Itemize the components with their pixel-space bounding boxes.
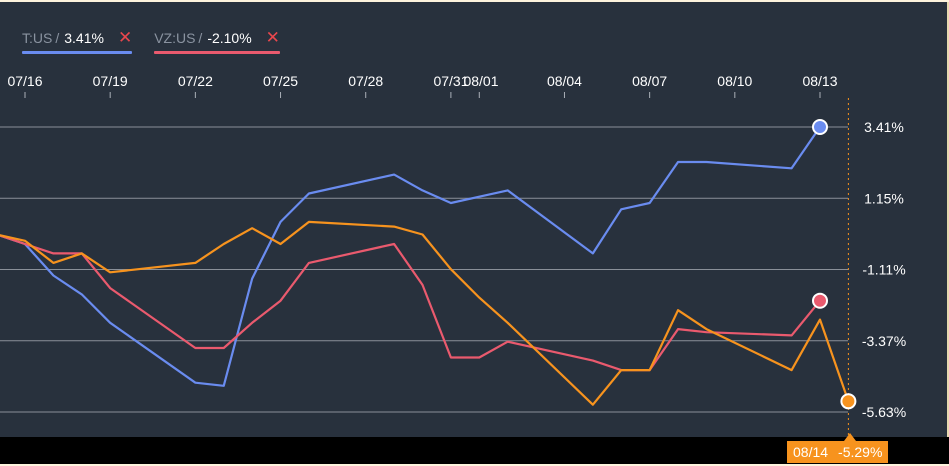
legend-value: 3.41% — [64, 30, 104, 46]
series-end-point-1 — [812, 292, 828, 309]
x-tick-label: 07/19 — [93, 73, 128, 89]
legend-underline — [154, 51, 280, 54]
x-tick-label: 08/01 — [463, 73, 498, 89]
tooltip-arrow-icon — [844, 433, 856, 441]
x-tick-label: 08/07 — [632, 73, 667, 89]
x-tick-label: 08/04 — [547, 73, 582, 89]
legend-ticker: T:US — [22, 30, 53, 46]
x-tick-label: 07/16 — [7, 73, 42, 89]
series-line-2 — [0, 220, 850, 406]
x-tick-label: 07/28 — [348, 73, 383, 89]
x-tick-label: 08/10 — [717, 73, 752, 89]
x-tick-label: 07/31 — [433, 73, 468, 89]
series-line-1 — [0, 234, 821, 372]
y-tick-label: 3.41% — [864, 119, 904, 135]
series-line-0 — [0, 126, 821, 387]
y-tick-label: -3.37% — [862, 333, 906, 349]
x-tick-label: 07/22 — [178, 73, 213, 89]
close-icon[interactable]: ✕ — [117, 28, 133, 47]
y-tick-label: 1.15% — [864, 190, 904, 206]
legend-item-vz-us[interactable]: VZ:US / -2.10% ✕ — [154, 28, 280, 54]
series-end-point-2 — [840, 393, 857, 410]
legend-underline — [22, 51, 133, 54]
legend-ticker: VZ:US — [154, 30, 196, 46]
x-tick-label: 08/13 — [802, 73, 837, 89]
legend: T:US / 3.41% ✕ VZ:US / -2.10% ✕ — [22, 28, 280, 54]
tooltip-date: 08/14 — [793, 444, 829, 460]
crosshair-tooltip: 08/14 -5.29% — [787, 441, 889, 463]
x-tick-label: 07/25 — [263, 73, 298, 89]
series-end-point-0 — [812, 119, 828, 135]
legend-separator: / — [55, 30, 60, 46]
close-icon[interactable]: ✕ — [265, 28, 280, 47]
y-tick-label: -1.11% — [862, 262, 905, 278]
y-tick-label: -5.63% — [862, 404, 906, 420]
legend-separator: / — [198, 30, 203, 46]
legend-item-t-us[interactable]: T:US / 3.41% ✕ — [22, 28, 133, 54]
legend-value: -2.10% — [207, 30, 252, 46]
tooltip-value: -5.29% — [838, 444, 883, 460]
